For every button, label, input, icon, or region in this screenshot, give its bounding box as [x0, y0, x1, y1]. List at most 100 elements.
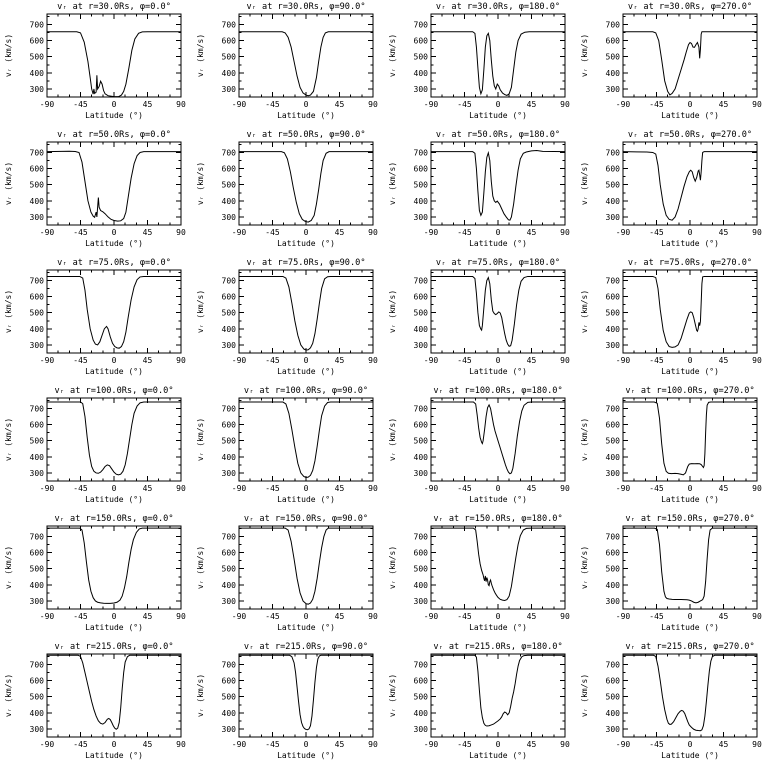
x-tick-label: -90 [424, 100, 439, 109]
x-axis-label: Latitude (°) [277, 623, 335, 632]
y-tick-label: 500 [30, 565, 45, 574]
y-axis-label: vᵣ (km/s) [580, 34, 589, 77]
plot-title: vᵣ at r=75.0Rs, φ=0.0° [57, 258, 171, 268]
plot-title: vᵣ at r=100.0Rs, φ=180.0° [433, 386, 562, 396]
x-axis-label: Latitude (°) [277, 111, 335, 120]
subplot-r75.0-phi270.0: vᵣ at r=75.0Rs, φ=270.0° -90 -45 0 45 90 300 40… [576, 256, 768, 384]
y-tick-label: 300 [606, 213, 621, 222]
y-tick-label: 400 [606, 69, 621, 78]
y-tick-label: 500 [222, 309, 237, 318]
subplot-r100.0-phi90.0: vᵣ at r=100.0Rs, φ=90.0° -90 -45 0 45 90 300 40… [192, 384, 384, 512]
x-tick-label: 0 [496, 740, 501, 749]
x-tick-label: 45 [143, 612, 153, 621]
x-tick-label: -45 [265, 484, 280, 493]
x-tick-label: 45 [335, 484, 345, 493]
subplot-svg: vᵣ at r=150.0Rs, φ=180.0° -90 -45 0 45 90 300 4… [388, 514, 570, 632]
x-tick-label: 0 [304, 100, 309, 109]
subplot-svg: vᵣ at r=50.0Rs, φ=0.0° -90 -45 0 45 90 300 400 5… [4, 130, 186, 248]
y-tick-label: 500 [414, 181, 429, 190]
subplot-r150.0-phi270.0: vᵣ at r=150.0Rs, φ=270.0° -90 -45 0 45 90 300 4… [576, 512, 768, 640]
plot-title: vᵣ at r=100.0Rs, φ=90.0° [244, 386, 368, 396]
y-tick-label: 500 [414, 565, 429, 574]
x-tick-label: -90 [40, 228, 55, 237]
y-tick-label: 400 [222, 69, 237, 78]
x-axis-label: Latitude (°) [661, 367, 719, 376]
x-tick-label: 0 [496, 228, 501, 237]
y-axis-label: vᵣ (km/s) [4, 418, 13, 461]
y-tick-label: 700 [222, 532, 237, 541]
y-tick-label: 300 [414, 341, 429, 350]
x-tick-label: -45 [649, 740, 664, 749]
x-tick-label: 0 [688, 612, 693, 621]
x-tick-label: 0 [304, 228, 309, 237]
y-tick-label: 500 [222, 53, 237, 62]
subplot-r100.0-phi270.0: vᵣ at r=100.0Rs, φ=270.0° -90 -45 0 45 90 300 4… [576, 384, 768, 512]
subplot-r30.0-phi90.0: vᵣ at r=30.0Rs, φ=90.0° -90 -45 0 45 90 300 400… [192, 0, 384, 128]
y-tick-label: 600 [414, 165, 429, 174]
y-tick-label: 300 [30, 213, 45, 222]
x-tick-label: 45 [335, 612, 345, 621]
x-axis-label: Latitude (°) [85, 751, 143, 760]
plot-title: vᵣ at r=75.0Rs, φ=270.0° [628, 258, 752, 268]
y-tick-label: 300 [222, 725, 237, 734]
y-tick-label: 400 [606, 197, 621, 206]
y-axis-label: vᵣ (km/s) [388, 290, 397, 333]
subplot-r100.0-phi180.0: vᵣ at r=100.0Rs, φ=180.0° -90 -45 0 45 90 300 4… [384, 384, 576, 512]
x-tick-label: 45 [143, 228, 153, 237]
x-tick-label: -45 [457, 100, 472, 109]
y-tick-label: 500 [414, 53, 429, 62]
x-tick-label: 90 [752, 612, 762, 621]
x-tick-label: -45 [73, 100, 88, 109]
y-axis-label: vᵣ (km/s) [580, 418, 589, 461]
x-tick-label: 45 [527, 100, 537, 109]
subplot-r215.0-phi270.0: vᵣ at r=215.0Rs, φ=270.0° -90 -45 0 45 90 300 4… [576, 640, 768, 768]
x-tick-label: 0 [688, 228, 693, 237]
velocity-curve [623, 31, 757, 96]
x-tick-label: 45 [719, 740, 729, 749]
subplot-r75.0-phi0.0: vᵣ at r=75.0Rs, φ=0.0° -90 -45 0 45 90 300 400 5… [0, 256, 192, 384]
y-tick-label: 500 [30, 181, 45, 190]
y-tick-label: 400 [414, 453, 429, 462]
y-tick-label: 500 [606, 437, 621, 446]
x-tick-label: 0 [496, 356, 501, 365]
y-tick-label: 300 [414, 213, 429, 222]
axes-box [238, 525, 374, 610]
subplot-r215.0-phi0.0: vᵣ at r=215.0Rs, φ=0.0° -90 -45 0 45 90 300 400… [0, 640, 192, 768]
x-tick-label: 45 [527, 484, 537, 493]
plot-title: vᵣ at r=150.0Rs, φ=90.0° [244, 514, 368, 524]
velocity-curve [622, 151, 757, 221]
y-tick-label: 600 [606, 549, 621, 558]
velocity-curve [431, 527, 565, 601]
y-tick-label: 500 [222, 693, 237, 702]
axes-box [46, 141, 182, 226]
subplot-r215.0-phi90.0: vᵣ at r=215.0Rs, φ=90.0° -90 -45 0 45 90 300 40… [192, 640, 384, 768]
x-tick-label: 90 [368, 100, 378, 109]
x-axis-label: Latitude (°) [85, 111, 143, 120]
x-tick-label: -90 [232, 100, 247, 109]
subplot-svg: vᵣ at r=75.0Rs, φ=0.0° -90 -45 0 45 90 300 400 5… [4, 258, 186, 376]
x-tick-label: 90 [752, 356, 762, 365]
y-tick-label: 400 [222, 581, 237, 590]
y-tick-label: 400 [606, 709, 621, 718]
axes-box [622, 13, 758, 98]
y-axis-label: vᵣ (km/s) [580, 546, 589, 589]
x-tick-label: 45 [719, 100, 729, 109]
plot-title: vᵣ at r=150.0Rs, φ=0.0° [55, 514, 174, 524]
x-tick-label: -90 [232, 484, 247, 493]
x-tick-label: 0 [304, 612, 309, 621]
x-tick-label: -45 [457, 356, 472, 365]
y-tick-label: 500 [606, 53, 621, 62]
x-tick-label: -90 [232, 612, 247, 621]
y-axis-label: vᵣ (km/s) [4, 674, 13, 717]
y-tick-label: 300 [222, 597, 237, 606]
y-tick-label: 700 [30, 404, 45, 413]
x-tick-label: 45 [335, 228, 345, 237]
x-tick-label: 90 [176, 100, 186, 109]
plot-title: vᵣ at r=50.0Rs, φ=90.0° [247, 130, 366, 140]
y-tick-label: 600 [30, 421, 45, 430]
x-tick-label: 45 [527, 356, 537, 365]
y-tick-label: 600 [606, 293, 621, 302]
x-tick-label: 45 [527, 228, 537, 237]
subplot-r150.0-phi180.0: vᵣ at r=150.0Rs, φ=180.0° -90 -45 0 45 90 300 4… [384, 512, 576, 640]
